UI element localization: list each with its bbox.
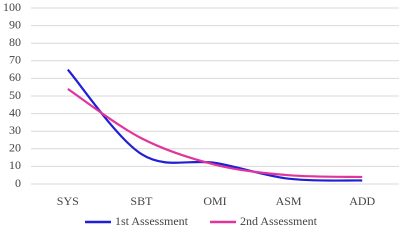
y-tick-label: 100 xyxy=(3,0,21,14)
x-tick-label: SYS xyxy=(57,194,79,208)
x-tick-label: ASM xyxy=(276,194,302,208)
y-tick-label: 90 xyxy=(9,17,21,31)
series-line xyxy=(67,88,363,179)
y-tick-label: 10 xyxy=(9,158,21,172)
y-tick-label: 40 xyxy=(9,105,21,119)
y-tick-label: 60 xyxy=(9,70,21,84)
x-tick-label: ADD xyxy=(349,194,375,208)
legend-label: 2nd Assessment xyxy=(240,214,318,228)
y-tick-label: 70 xyxy=(9,53,21,67)
y-tick-label: 0 xyxy=(15,176,21,190)
y-tick-label: 20 xyxy=(9,141,21,155)
y-tick-label: 50 xyxy=(9,88,21,102)
legend-label: 1st Assessment xyxy=(115,214,189,228)
y-tick-label: 80 xyxy=(9,35,21,49)
series-line xyxy=(66,68,363,182)
chart: 0 10 20 30 40 50 60 70 80 90 100 SYS SBT OMI ASM ADD 1st… xyxy=(3,0,399,228)
x-tick-label: SBT xyxy=(130,194,153,208)
x-tick-label: OMI xyxy=(203,194,226,208)
y-tick-label: 30 xyxy=(9,123,21,137)
